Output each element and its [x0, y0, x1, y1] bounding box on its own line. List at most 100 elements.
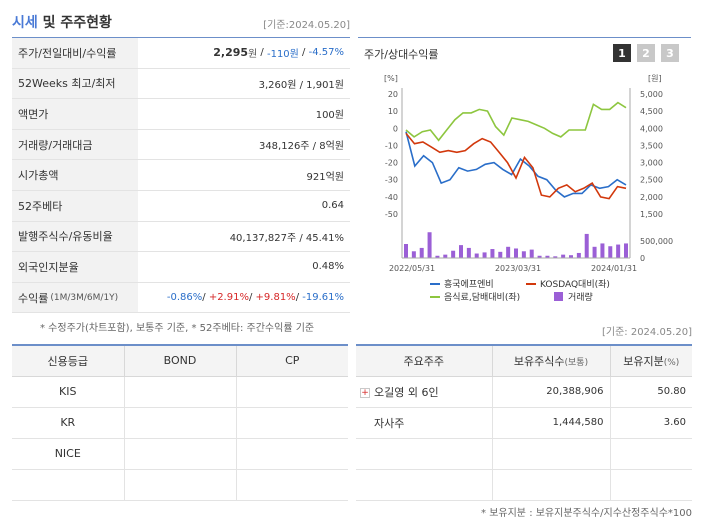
volume-bar	[561, 254, 566, 258]
expand-icon[interactable]: +	[360, 387, 370, 398]
volume-bar	[576, 252, 581, 258]
holders-footnote: * 보유지분 : 보유지분주식수/지수산정주식수*100	[481, 508, 692, 519]
right-tick-label: 5,000	[640, 90, 663, 99]
column-header: 보유주식수(보통)	[491, 345, 610, 377]
holder-name-cell: + 오길영 외 6인	[356, 376, 492, 408]
ratio-cell: 50.80	[609, 376, 692, 408]
left-tick-label: -30	[385, 176, 398, 185]
volume-bar	[404, 244, 408, 258]
shares-cell: 1,444,580	[491, 407, 610, 439]
row-label: 발행주식수/유동비율	[12, 221, 138, 252]
column-header: CP	[235, 345, 348, 377]
volume-bar	[411, 251, 416, 258]
volume-bar	[600, 243, 605, 258]
volume-tick-label: 0	[640, 254, 645, 263]
section-title: 시세 및 주주현황	[12, 15, 112, 31]
left-tick-label: -20	[385, 159, 398, 168]
row-value: 348,126주 / 8억원	[258, 141, 344, 153]
volume-bar	[553, 256, 558, 258]
volume-bar	[537, 255, 542, 258]
volume-bar	[514, 248, 518, 258]
column-header: 보유지분(%)	[609, 345, 692, 377]
right-axis-unit: [원]	[648, 74, 662, 83]
price-value: 2,295 원 / -110원 / -4.57%	[213, 46, 344, 61]
chart-panel: 주가/상대수익률 1 2 3 [%] [원] 20 5,000 10 4,500 0 4,00…	[358, 37, 691, 307]
quote-row-returns: 수익률 (1M/3M/6M/1Y) -0.86% / +2.91% / +9.81% /…	[12, 282, 350, 314]
volume-bar	[608, 246, 613, 258]
table-header-row: 신용등급 BOND CP	[12, 345, 348, 377]
agency-cell: KIS	[12, 376, 124, 408]
left-tick-label: 0	[393, 124, 398, 133]
table-row: NICE	[12, 438, 348, 470]
holder-name-cell	[356, 469, 492, 501]
volume-bar	[569, 255, 573, 258]
holder-name-cell: 자사주	[356, 407, 492, 439]
row-value: 921억원	[306, 171, 345, 183]
volume-bar	[506, 246, 511, 258]
chart-pager: 1 2 3	[613, 44, 679, 62]
ratio-cell	[609, 469, 692, 501]
bond-cell	[123, 376, 236, 408]
cp-cell	[235, 407, 348, 439]
row-value: 0.64	[321, 200, 344, 212]
column-header: 신용등급	[12, 345, 124, 377]
agency-cell: KR	[12, 407, 124, 439]
legend-label: 흥국에프엔비	[444, 278, 494, 290]
quote-row-price: 주가/전일대비/수익률 2,295 원 / -110원 / -4.57%	[12, 38, 350, 69]
quote-row-beta: 52주베타 0.64	[12, 190, 350, 222]
left-axis-unit: [%]	[384, 74, 398, 83]
holder-name-cell	[356, 438, 492, 470]
chart-reference-date: [기준: 2024.05.20]	[601, 327, 692, 338]
table-header-row: 주요주주 보유주식수(보통) 보유지분(%)	[356, 345, 692, 377]
quote-row-volume: 거래량/거래대금 348,126주 / 8억원	[12, 129, 350, 161]
table-row: 자사주 1,444,580 3.60	[356, 407, 692, 439]
left-tick-label: 20	[388, 90, 398, 99]
x-tick-label: 2023/03/31	[495, 264, 541, 273]
chart-page-1-button[interactable]: 1	[613, 44, 631, 62]
right-tick-label: 2,500	[640, 176, 663, 185]
volume-bar	[545, 255, 550, 258]
right-tick-label: 1,500	[640, 210, 663, 219]
table-row: KIS	[12, 376, 348, 408]
row-label: 수익률 (1M/3M/6M/1Y)	[12, 282, 138, 313]
volume-bar	[490, 249, 495, 258]
row-label: 주가/전일대비/수익률	[12, 38, 138, 68]
volume-bar	[584, 233, 589, 258]
credit-rating-table: 신용등급 BOND CP KIS KR NICE	[12, 344, 348, 501]
volume-bar	[451, 250, 456, 258]
returns-value: -0.86% / +2.91% / +9.81% / -19.61%	[166, 292, 344, 304]
volume-bar	[592, 246, 597, 258]
legend-label: 거래량	[568, 291, 593, 303]
right-tick-label: 3,500	[640, 141, 663, 150]
quote-table: 주가/전일대비/수익률 2,295 원 / -110원 / -4.57% 52We…	[12, 37, 350, 314]
left-tick-label: -50	[385, 210, 398, 219]
reference-date: [기준:2024.05.20]	[263, 20, 350, 31]
cp-cell	[235, 438, 348, 470]
ratio-cell: 3.60	[609, 407, 692, 439]
x-tick-label: 2024/01/31	[591, 264, 637, 273]
agency-cell	[12, 469, 124, 501]
table-row: + 오길영 외 6인 20,388,906 50.80	[356, 376, 692, 408]
cp-cell	[235, 376, 348, 408]
chart-page-3-button[interactable]: 3	[661, 44, 679, 62]
volume-bar	[498, 251, 503, 258]
legend-swatch	[554, 292, 563, 301]
volume-bar	[529, 249, 534, 258]
shares-cell	[491, 438, 610, 470]
row-label: 52주베타	[12, 190, 138, 221]
table-row	[12, 469, 348, 501]
chart-title: 주가/상대수익률	[364, 48, 439, 61]
table-row	[356, 469, 692, 501]
column-header: 주요주주	[356, 345, 492, 377]
cp-cell	[235, 469, 348, 501]
row-value: 40,137,827주 / 45.41%	[229, 232, 344, 244]
volume-bar	[474, 253, 479, 258]
quote-footnote: * 수정주가(차트포함), 보통주 기준, * 52주베타: 주간수익률 기준	[40, 323, 315, 334]
chart-page-2-button[interactable]: 2	[637, 44, 655, 62]
right-tick-label: 4,500	[640, 107, 663, 116]
row-label: 시가총액	[12, 160, 138, 190]
volume-tick-label: 500,000	[640, 237, 673, 246]
table-row: KR	[12, 407, 348, 439]
series-line	[405, 132, 627, 200]
volume-bar	[435, 255, 440, 258]
